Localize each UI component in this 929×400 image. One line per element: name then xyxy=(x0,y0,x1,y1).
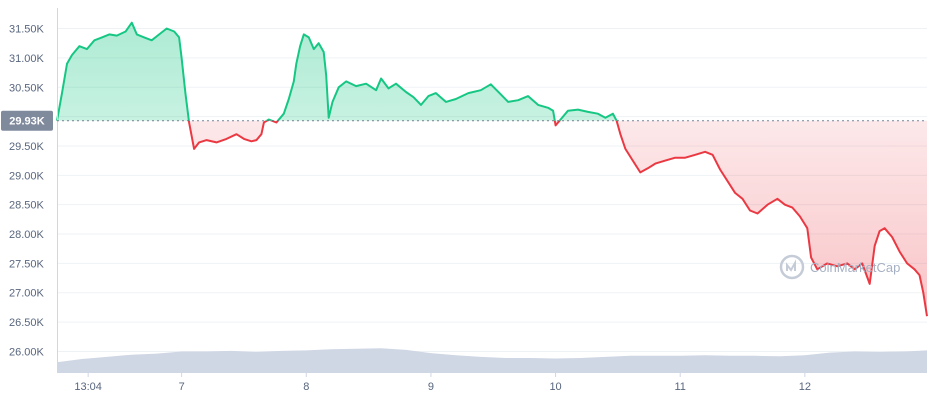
volume-area xyxy=(57,348,927,372)
y-tick-label: 26.00K xyxy=(9,346,45,358)
y-tick-label: 26.50K xyxy=(9,317,45,329)
price-area-above-reference xyxy=(57,22,927,121)
x-tick-label: 7 xyxy=(179,381,185,393)
y-tick-label: 28.50K xyxy=(9,200,45,212)
x-tick-label: 12 xyxy=(799,381,811,393)
y-tick-label: 31.50K xyxy=(9,24,45,36)
y-tick-label: 29.50K xyxy=(9,141,45,153)
price-line-above-reference xyxy=(56,21,618,121)
y-tick-label: 28.00K xyxy=(9,229,45,241)
x-tick-label: 9 xyxy=(428,381,434,393)
x-tick-label: 13:04 xyxy=(74,381,102,393)
watermark-text: CoinMarketCap xyxy=(810,260,900,275)
x-tick-label: 11 xyxy=(674,381,685,393)
coinmarketcap-logo-icon xyxy=(779,254,805,280)
reference-price-badge xyxy=(1,110,53,131)
price-line-below-reference xyxy=(57,120,928,317)
y-tick-label: 29.00K xyxy=(9,170,45,182)
y-tick-label: 30.50K xyxy=(9,82,45,94)
x-tick-label: 10 xyxy=(549,381,561,393)
watermark: CoinMarketCap xyxy=(779,254,900,280)
x-tick-label: 8 xyxy=(303,381,309,393)
reference-price-label: 29.93K xyxy=(9,116,45,128)
reference-line: 29.93K xyxy=(1,110,927,131)
volume-area-shape xyxy=(57,348,927,372)
y-tick-label: 27.50K xyxy=(9,258,45,270)
price-area-below-reference xyxy=(188,120,927,317)
price-series xyxy=(56,21,928,317)
y-tick-label: 27.00K xyxy=(9,288,45,300)
y-tick-label: 31.00K xyxy=(9,53,45,65)
